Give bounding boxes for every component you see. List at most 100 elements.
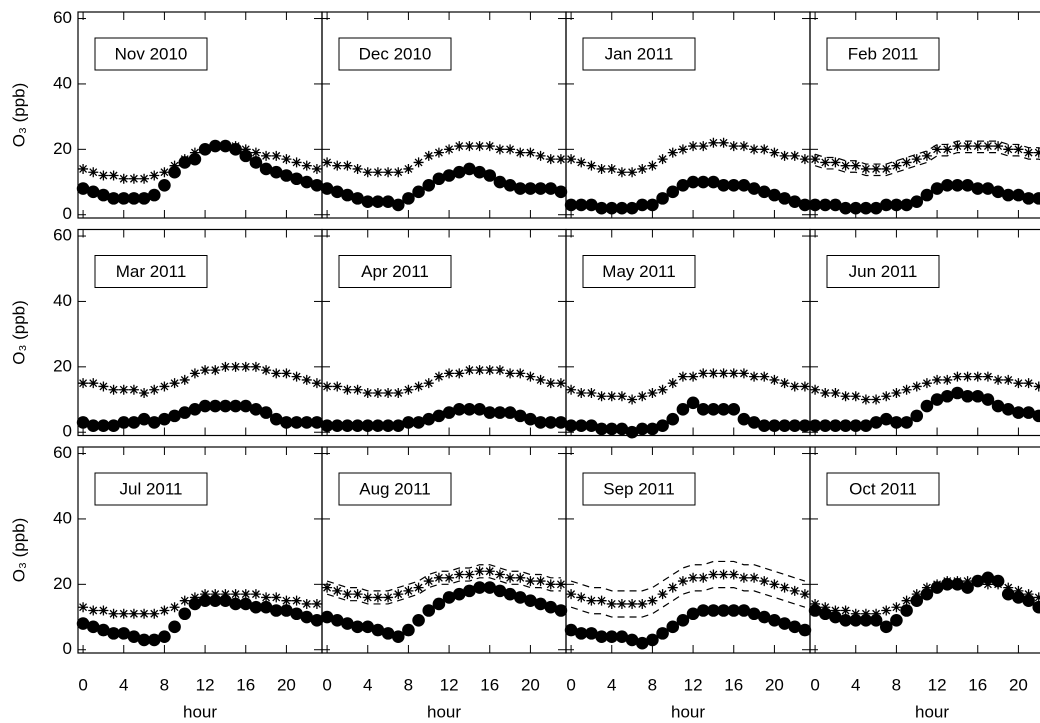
star-marker	[830, 387, 841, 398]
mean-dot	[930, 393, 944, 406]
mean-dot	[290, 607, 303, 621]
star-marker	[301, 374, 312, 385]
star-marker	[291, 595, 302, 606]
mean-dot	[768, 188, 781, 202]
star-marker	[149, 384, 160, 395]
star-marker	[230, 141, 241, 152]
mean-dot	[513, 409, 527, 423]
panel-title: May 2011	[602, 262, 675, 281]
star-marker	[688, 371, 699, 382]
star-marker	[566, 384, 577, 395]
mean-dot	[920, 188, 934, 202]
star-marker	[647, 160, 658, 171]
star-marker	[474, 566, 485, 577]
mean-dot	[463, 403, 476, 416]
mean-dot	[849, 201, 863, 215]
star-marker	[1013, 585, 1024, 596]
mean-dot	[198, 399, 212, 413]
star-marker	[901, 157, 912, 168]
star-marker	[444, 368, 455, 379]
mean-dot	[615, 630, 629, 643]
star-marker	[657, 589, 668, 600]
mean-dot	[666, 620, 680, 634]
mean-dot	[127, 416, 141, 429]
mean-dot	[330, 419, 344, 432]
mean-dot	[412, 416, 425, 429]
mean-dot	[707, 403, 720, 416]
mean-dot	[107, 192, 120, 205]
star-marker	[789, 585, 800, 596]
mean-dot	[371, 195, 385, 208]
star-marker	[210, 141, 221, 152]
star-marker	[261, 365, 272, 376]
mean-dot	[981, 182, 995, 195]
mean-dot	[503, 587, 517, 601]
star-marker	[1023, 147, 1034, 158]
mean-dot	[1032, 409, 1040, 423]
star-marker	[505, 144, 516, 155]
mean-dot	[269, 412, 283, 426]
y-tick-label: 40	[53, 73, 72, 92]
mean-dot	[320, 610, 334, 624]
mean-dot	[585, 419, 598, 432]
star-marker	[840, 605, 851, 616]
mean-dot	[442, 591, 456, 604]
mean-dot	[757, 610, 771, 624]
star-marker	[322, 381, 333, 392]
star-marker	[769, 147, 780, 158]
star-marker	[444, 572, 455, 583]
mean-dot	[625, 201, 639, 215]
x-tick-label: 8	[404, 675, 413, 694]
mean-dot	[961, 389, 974, 403]
mean-dot	[280, 416, 293, 429]
mean-dot	[432, 409, 446, 423]
mean-dot	[696, 604, 710, 617]
x-tick-label: 12	[440, 675, 459, 694]
mean-dot	[544, 600, 558, 614]
mean-dot	[402, 192, 415, 205]
mean-dot	[300, 175, 314, 189]
star-marker	[342, 589, 353, 600]
star-marker	[240, 144, 251, 155]
title-box	[582, 37, 696, 71]
mean-dot	[696, 175, 710, 189]
star-marker	[128, 173, 139, 184]
star-marker	[921, 150, 932, 161]
mean-dot	[707, 604, 720, 617]
mean-dot	[473, 165, 486, 179]
star-marker	[616, 167, 627, 178]
star-marker	[555, 378, 566, 389]
mean-dot	[168, 620, 181, 634]
star-marker	[220, 141, 231, 152]
mean-dot	[117, 192, 131, 205]
mean-dot	[910, 409, 924, 423]
star-marker	[189, 368, 200, 379]
star-marker	[789, 150, 800, 161]
mean-dot	[147, 416, 161, 429]
star-marker	[596, 391, 607, 402]
star-marker	[240, 589, 251, 600]
mean-dot	[839, 201, 852, 215]
mean-dot	[798, 419, 812, 432]
x-tick-label: 0	[810, 675, 819, 694]
star-marker	[830, 157, 841, 168]
star-marker	[657, 154, 668, 165]
mean-dot	[798, 623, 812, 637]
star-marker	[982, 579, 993, 590]
mean-dot	[391, 419, 405, 432]
star-marker	[982, 371, 993, 382]
mean-dot	[483, 581, 497, 594]
star-marker	[535, 374, 546, 385]
star-marker	[698, 572, 709, 583]
star-marker	[555, 579, 566, 590]
envelope-line	[570, 560, 806, 592]
mean-dot	[676, 403, 690, 416]
mean-dot	[97, 188, 110, 202]
star-marker	[210, 589, 221, 600]
panel-title: Jun 2011	[849, 262, 918, 281]
mean-dot	[605, 201, 619, 215]
star-marker	[952, 576, 963, 587]
mean-dot	[178, 607, 192, 621]
mean-dot	[635, 422, 649, 436]
mean-dot	[503, 179, 517, 192]
